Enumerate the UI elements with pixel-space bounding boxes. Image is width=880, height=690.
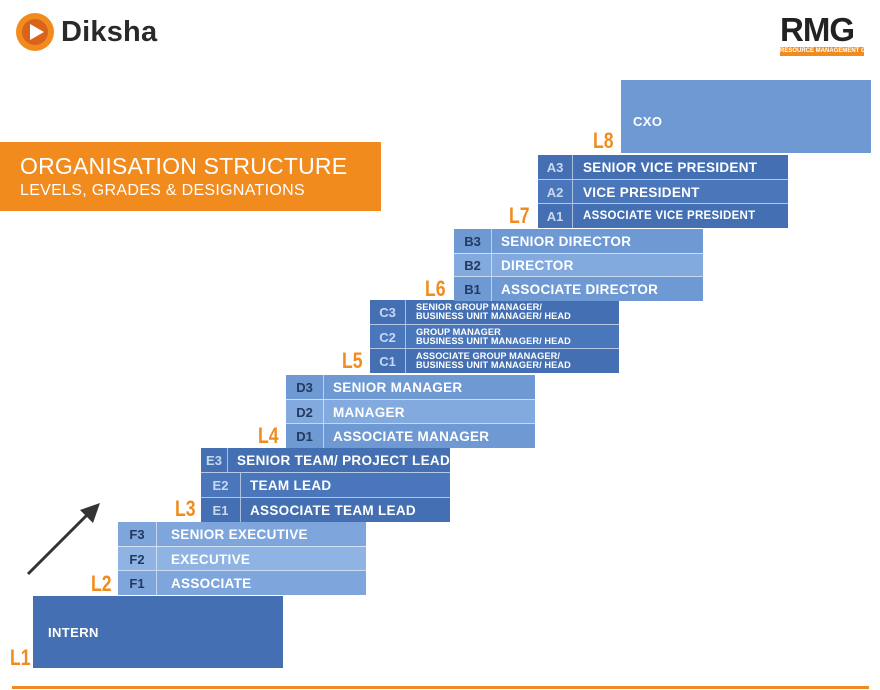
designation-title: MANAGER xyxy=(333,404,405,420)
grade-code: A2 xyxy=(538,180,573,204)
grade-row: F1 ASSOCIATE xyxy=(118,570,366,595)
grade-code: E2 xyxy=(201,473,241,498)
designation-cxo: CXO xyxy=(633,114,663,129)
grade-row: F3 SENIOR EXECUTIVE xyxy=(118,522,366,546)
play-logo-icon xyxy=(16,13,54,51)
grade-row: A1 ASSOCIATE VICE PRESIDENT xyxy=(538,203,788,228)
level-l7-block: A3 SENIOR VICE PRESIDENT A2 VICE PRESIDE… xyxy=(538,155,788,228)
level-label-l5: L5 xyxy=(342,348,363,373)
designation-title: SENIOR VICE PRESIDENT xyxy=(583,159,758,175)
grade-row: C3 SENIOR GROUP MANAGER/ BUSINESS UNIT M… xyxy=(370,300,619,324)
grade-code: A3 xyxy=(538,155,573,179)
diksha-logo: Diksha xyxy=(15,10,157,54)
growth-arrow-icon xyxy=(26,503,100,576)
designation-title: SENIOR TEAM/ PROJECT LEAD xyxy=(236,452,450,468)
grade-code: F2 xyxy=(118,547,157,571)
designation-title: ASSOCIATE VICE PRESIDENT xyxy=(583,210,756,222)
level-l4-block: D3 SENIOR MANAGER D2 MANAGER D1 ASSOCIAT… xyxy=(286,375,535,448)
grade-code: D1 xyxy=(286,424,324,448)
level-label-l4: L4 xyxy=(258,423,279,448)
rmg-tagline: RESOURCE MANAGEMENT GROUP xyxy=(780,47,880,56)
level-label-l7: L7 xyxy=(509,203,530,228)
grade-row: B3 SENIOR DIRECTOR xyxy=(454,229,703,253)
designation-title: GROUP MANAGER BUSINESS UNIT MANAGER/ HEA… xyxy=(406,325,571,349)
grade-row: E2 TEAM LEAD xyxy=(201,472,450,498)
designation-title: DIRECTOR xyxy=(501,258,574,273)
designation-title: VICE PRESIDENT xyxy=(583,184,700,200)
grade-row: C1 ASSOCIATE GROUP MANAGER/ BUSINESS UNI… xyxy=(370,348,619,373)
designation-intern: INTERN xyxy=(48,625,99,640)
designation-line1: ASSOCIATE GROUP MANAGER/ xyxy=(416,351,560,361)
grade-row: E3 SENIOR TEAM/ PROJECT LEAD xyxy=(201,448,450,472)
designation-title: SENIOR EXECUTIVE xyxy=(171,526,308,542)
title-banner xyxy=(0,142,381,211)
designation-title: ASSOCIATE xyxy=(171,575,252,591)
grade-code: A1 xyxy=(538,204,573,228)
designation-title: ASSOCIATE DIRECTOR xyxy=(501,281,659,297)
designation-line2: BUSINESS UNIT MANAGER/ HEAD xyxy=(416,336,571,346)
grade-code: C2 xyxy=(370,325,406,349)
grade-row: D1 ASSOCIATE MANAGER xyxy=(286,423,535,448)
level-l5-block: C3 SENIOR GROUP MANAGER/ BUSINESS UNIT M… xyxy=(370,300,619,373)
designation-title: ASSOCIATE MANAGER xyxy=(333,428,490,444)
grade-row: A3 SENIOR VICE PRESIDENT xyxy=(538,155,788,179)
grade-code: D2 xyxy=(286,400,324,424)
level-l3-block: E3 SENIOR TEAM/ PROJECT LEAD E2 TEAM LEA… xyxy=(201,448,450,522)
grade-code: E3 xyxy=(201,448,228,472)
grade-code: F3 xyxy=(118,522,157,546)
designation-title: SENIOR DIRECTOR xyxy=(501,233,632,249)
level-label-l8: L8 xyxy=(593,128,614,153)
grade-code: C1 xyxy=(370,349,406,373)
designation-title: EXECUTIVE xyxy=(171,551,251,567)
level-label-l3: L3 xyxy=(175,496,196,521)
designation-title: SENIOR GROUP MANAGER/ BUSINESS UNIT MANA… xyxy=(406,300,571,324)
bottom-divider xyxy=(12,686,869,689)
designation-line1: SENIOR GROUP MANAGER/ xyxy=(416,302,542,312)
designation-title: ASSOCIATE TEAM LEAD xyxy=(250,502,416,518)
page-title: ORGANISATION STRUCTURE xyxy=(20,153,348,179)
grade-code: C3 xyxy=(370,300,406,324)
designation-line2: BUSINESS UNIT MANAGER/ HEAD xyxy=(416,360,571,370)
brand-name: Diksha xyxy=(61,15,158,48)
grade-code: D3 xyxy=(286,375,324,399)
grade-code: B1 xyxy=(454,277,492,301)
level-l6-block: B3 SENIOR DIRECTOR B2 DIRECTOR B1 ASSOCI… xyxy=(454,229,703,301)
grade-row: D2 MANAGER xyxy=(286,399,535,424)
grade-row: E1 ASSOCIATE TEAM LEAD xyxy=(201,497,450,522)
level-label-l6: L6 xyxy=(425,276,446,301)
rmg-wordmark: RMG xyxy=(780,11,855,48)
grade-row: C2 GROUP MANAGER BUSINESS UNIT MANAGER/ … xyxy=(370,324,619,349)
page-subtitle: LEVELS, GRADES & DESIGNATIONS xyxy=(20,182,305,199)
level-label-l1: L1 xyxy=(10,645,31,670)
grade-code: B3 xyxy=(454,229,492,253)
grade-row: F2 EXECUTIVE xyxy=(118,546,366,571)
level-label-l2: L2 xyxy=(91,571,112,596)
grade-row: A2 VICE PRESIDENT xyxy=(538,179,788,204)
grade-code: B2 xyxy=(454,254,492,277)
grade-row: D3 SENIOR MANAGER xyxy=(286,375,535,399)
designation-title: SENIOR MANAGER xyxy=(333,379,463,395)
grade-row: B1 ASSOCIATE DIRECTOR xyxy=(454,276,703,301)
designation-line1: GROUP MANAGER xyxy=(416,327,501,337)
rmg-logo: RMG RESOURCE MANAGEMENT GROUP xyxy=(780,11,880,56)
grade-row: B2 DIRECTOR xyxy=(454,253,703,277)
designation-title: TEAM LEAD xyxy=(250,478,332,493)
grade-code: E1 xyxy=(201,498,241,522)
grade-code: F1 xyxy=(118,571,157,595)
designation-title: ASSOCIATE GROUP MANAGER/ BUSINESS UNIT M… xyxy=(406,349,571,373)
designation-line2: BUSINESS UNIT MANAGER/ HEAD xyxy=(416,311,571,321)
level-l8-block xyxy=(621,80,871,153)
level-l1-block xyxy=(33,596,283,668)
level-l2-block: F3 SENIOR EXECUTIVE F2 EXECUTIVE F1 ASSO… xyxy=(118,522,366,595)
